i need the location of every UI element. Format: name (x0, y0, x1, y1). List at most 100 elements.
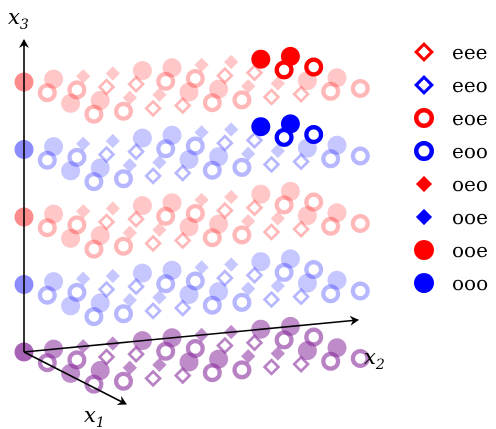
lattice-point (90, 158, 110, 178)
lattice-point (194, 260, 209, 275)
lattice-point (350, 78, 370, 98)
lattice-point (232, 157, 252, 177)
lattice-point (144, 99, 162, 118)
lattice-point (90, 91, 110, 111)
lattice-point (173, 366, 192, 385)
legend-label: eee (452, 40, 488, 64)
lattice-point (209, 282, 229, 302)
lattice-point (262, 290, 281, 309)
lattice-point (97, 145, 116, 164)
lattice-point (224, 189, 239, 205)
diamond-filled-legend-marker (415, 208, 433, 226)
lattice-point (216, 269, 234, 287)
lattice-point (202, 295, 222, 315)
lattice-point (76, 69, 91, 84)
lattice-point (84, 239, 104, 259)
lattice-point (97, 280, 116, 299)
lattice-point (185, 338, 205, 358)
lattice-point (61, 93, 81, 113)
lattice-point (179, 285, 199, 304)
lattice-point (185, 136, 205, 156)
x3-axis-label: x3 (8, 5, 29, 33)
lattice-point (127, 75, 145, 93)
lattice-point (251, 252, 271, 272)
lattice-point (224, 122, 239, 137)
lattice-point (251, 49, 271, 69)
lattice-point (67, 350, 87, 370)
lattice-point (209, 147, 229, 167)
axes-layer: x3 x2 x1 (8, 5, 385, 429)
lattice-point (61, 161, 81, 181)
lattice-point (156, 206, 176, 226)
legend-item-ooe: ooe (414, 238, 488, 262)
lattice-point (84, 307, 104, 327)
lattice-point (132, 128, 152, 148)
lattice-point (350, 213, 370, 233)
lattice-point (97, 78, 116, 96)
lattice-point (194, 57, 209, 73)
lattice-point (224, 54, 239, 70)
lattice-point (209, 349, 229, 369)
lattice-point (194, 192, 209, 208)
lattice-point (97, 213, 116, 231)
lattice-point (152, 290, 167, 305)
lattice-point (209, 214, 229, 234)
x1-axis (23, 351, 127, 405)
diamond-filled-legend-marker (415, 175, 433, 193)
x1-axis-label: x1 (84, 403, 105, 429)
lattice-point (144, 302, 162, 320)
legend-item-ooe: ooe (415, 205, 488, 229)
lattice-point (122, 360, 137, 375)
lattice-point (232, 292, 252, 312)
lattice-point (262, 155, 281, 174)
lattice-point (67, 282, 87, 302)
lattice-point (67, 215, 87, 235)
lattice-point (241, 349, 256, 364)
circle-open-legend-marker (414, 108, 434, 128)
lattice-point (262, 358, 281, 376)
lattice-point (90, 226, 110, 246)
lattice-level-4 (14, 249, 370, 327)
lattice-point (280, 46, 300, 66)
lattice-point (350, 348, 370, 368)
circle-filled-legend-marker (414, 273, 434, 293)
lattice-point (61, 228, 81, 248)
lattice-point (304, 327, 324, 347)
legend-item-oeo: oeo (415, 172, 488, 196)
lattice-point (37, 83, 57, 103)
lattice-point (105, 66, 120, 81)
lattice-level-2 (14, 114, 370, 192)
lattice-point (292, 355, 310, 373)
legend-label: oeo (452, 172, 488, 196)
lattice-point (292, 85, 310, 103)
lattice-point (127, 142, 145, 161)
lattice-point (241, 79, 256, 94)
lattice-point (156, 71, 176, 91)
lattice-point (67, 80, 87, 100)
lattice-point (292, 152, 310, 171)
lattice-point (292, 220, 310, 238)
lattice-point (113, 371, 133, 391)
lattice-point (216, 66, 234, 85)
lattice-point (304, 192, 324, 212)
lattice-point (156, 139, 176, 159)
lattice-point (127, 277, 145, 296)
legend-label: eoo (452, 139, 488, 163)
legend-item-eeo: eeo (414, 73, 488, 97)
lattice-point (185, 271, 205, 291)
lattice-point (105, 268, 120, 284)
lattice-point (245, 266, 264, 285)
lattice-point (122, 90, 137, 105)
lattice-point (113, 304, 133, 324)
lattice-point (245, 198, 264, 217)
lattice-point (152, 357, 167, 372)
lattice-point (241, 281, 256, 296)
lattice-point (162, 193, 182, 213)
diamond-open-legend-marker (414, 42, 434, 62)
lattice-point (241, 214, 256, 229)
lattice-point (297, 206, 317, 226)
lattice-point (37, 218, 57, 238)
lattice-point (144, 369, 162, 388)
points-layer (14, 46, 370, 394)
